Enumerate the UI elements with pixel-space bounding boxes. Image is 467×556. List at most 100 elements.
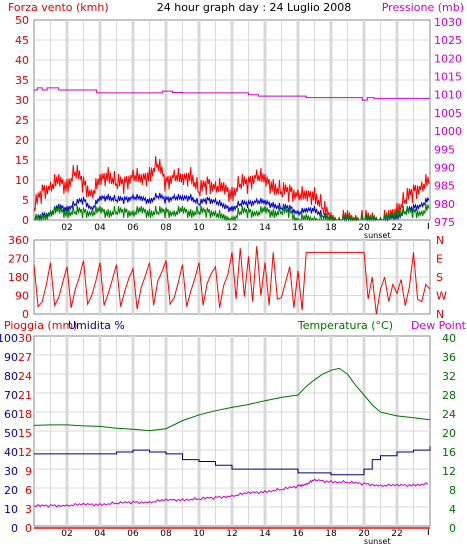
- p1-pressure-y-tick: 985: [434, 180, 455, 193]
- p3-x-tick-label: 16: [292, 529, 304, 539]
- p1-x-tick-label: 02: [61, 223, 72, 233]
- p1-wind-y-tick: 35: [15, 74, 29, 87]
- p1-pressure-y-tick: 975: [434, 216, 455, 229]
- p3-rain-y-tick: 6: [25, 484, 32, 497]
- p2-compass-label: E: [436, 253, 443, 266]
- p3-humidity-y-tick: 0: [11, 522, 18, 535]
- p3-rain-y-tick: 27: [18, 351, 32, 364]
- p3-temperature-y-tick: 12: [442, 465, 456, 478]
- p1-pressure-y-tick: 1015: [434, 71, 462, 84]
- p3-rain-y-tick: 18: [18, 408, 32, 421]
- temperature-title: Temperatura (°C): [297, 319, 393, 332]
- p2-direction-y-tick: 360: [8, 234, 29, 247]
- pressure-title: Pressione (mb): [382, 1, 464, 14]
- wind-title: Forza vento (kmh): [8, 1, 109, 14]
- p3-humidity-y-tick: 40: [4, 446, 18, 459]
- p1-wind-y-tick: 50: [15, 14, 29, 27]
- p1-x-tick-label: 08: [160, 223, 172, 233]
- p2-compass-label: N: [436, 308, 444, 321]
- p3-rain-y-tick: 0: [25, 522, 32, 535]
- p3-humidity-y-tick: 60: [4, 408, 18, 421]
- p1-wind-y-tick: 20: [15, 134, 29, 147]
- p3-rain-y-tick: 12: [18, 446, 32, 459]
- p3-temperature-y-tick: 36: [442, 351, 456, 364]
- p2-direction-y-tick: 270: [8, 253, 29, 266]
- p3-rain-y-tick: 15: [18, 427, 32, 440]
- p2-direction-y-tick: 90: [15, 290, 29, 303]
- dewpoint-title: Dew Point: [411, 319, 467, 332]
- p3-humidity-y-tick: 20: [4, 484, 18, 497]
- humidity-title: Umidita %: [68, 319, 125, 332]
- p3-humidity-y-tick: 80: [4, 370, 18, 383]
- p2-direction-y-tick: 180: [8, 271, 29, 284]
- p3-temperature-y-tick: 0: [449, 522, 456, 535]
- p3-humidity-y-tick: 100: [0, 332, 18, 345]
- p2-compass-label: S: [436, 271, 443, 284]
- p3-rain-y-tick: 24: [18, 370, 32, 383]
- humidity-line: [34, 446, 431, 476]
- p1-x-tick-label: 14: [259, 223, 271, 233]
- p1-pressure-y-tick: 990: [434, 161, 455, 174]
- p1-x-tick-label: 04: [94, 223, 106, 233]
- p3-humidity-y-tick: 50: [4, 427, 18, 440]
- p1-wind-y-tick: 25: [15, 114, 29, 127]
- p3-rain-y-tick: 30: [18, 332, 32, 345]
- p1-pressure-y-tick: 1030: [434, 16, 462, 29]
- p1-x-tick-label: 18: [325, 223, 337, 233]
- p1-sunset-label: sunset: [364, 231, 391, 240]
- p3-humidity-y-tick: 70: [4, 389, 18, 402]
- p2-compass-label: N: [436, 234, 444, 247]
- p1-pressure-y-tick: 1000: [434, 125, 462, 138]
- p3-x-tick-label: 08: [160, 529, 172, 539]
- p1-x-tick-label: 16: [292, 223, 304, 233]
- p3-x-tick-label: 22: [391, 529, 402, 539]
- p1-x-tick-label: 10: [193, 223, 205, 233]
- p3-humidity-y-tick: 30: [4, 465, 18, 478]
- temperature-line: [33, 367, 431, 432]
- p1-pressure-y-tick: 1025: [434, 34, 462, 47]
- p3-temperature-y-tick: 32: [442, 370, 456, 383]
- pressure-line: [34, 87, 430, 101]
- p1-x-tick-label: 22: [391, 223, 402, 233]
- p1-wind-y-tick: 30: [15, 94, 29, 107]
- p3-rain-y-tick: 3: [25, 503, 32, 516]
- dew-point-line: [33, 478, 429, 508]
- p3-rain-y-tick: 21: [18, 389, 32, 402]
- p1-x-tick-label: 12: [226, 223, 237, 233]
- p3-temperature-y-tick: 4: [449, 503, 456, 516]
- p3-temperature-y-tick: 16: [442, 446, 456, 459]
- p1-wind-y-tick: 0: [22, 214, 29, 227]
- p3-x-tick-label: 02: [61, 529, 72, 539]
- p3-x-tick-label: 10: [193, 529, 205, 539]
- rain-title: Pioggia (mm): [4, 319, 77, 332]
- p2-compass-label: W: [436, 290, 447, 303]
- p1-pressure-y-tick: 1010: [434, 89, 462, 102]
- p3-x-tick-label: 18: [325, 529, 337, 539]
- p3-x-tick-label: 12: [226, 529, 237, 539]
- p1-pressure-y-tick: 1005: [434, 107, 462, 120]
- wind-direction-line: [33, 246, 431, 315]
- p3-x-tick-label: 06: [127, 529, 139, 539]
- p1-pressure-y-tick: 980: [434, 198, 455, 211]
- p1-wind-y-tick: 15: [15, 154, 29, 167]
- p3-rain-y-tick: 9: [25, 465, 32, 478]
- p3-humidity-y-tick: 10: [4, 503, 18, 516]
- p3-x-tick-label: 04: [94, 529, 106, 539]
- p3-temperature-y-tick: 8: [449, 484, 456, 497]
- p1-wind-y-tick: 10: [15, 174, 29, 187]
- wind-average-line: [34, 203, 430, 222]
- p3-x-tick-label: 14: [259, 529, 271, 539]
- p3-humidity-y-tick: 90: [4, 351, 18, 364]
- p3-sunset-label: sunset: [364, 537, 391, 546]
- p3-x-tick-label: 20: [358, 529, 370, 539]
- p1-wind-y-tick: 40: [15, 54, 29, 67]
- p3-temperature-y-tick: 28: [442, 389, 456, 402]
- p1-pressure-y-tick: 1020: [434, 52, 462, 65]
- p2-direction-y-tick: 0: [22, 308, 29, 321]
- p3-temperature-y-tick: 40: [442, 332, 456, 345]
- p3-temperature-y-tick: 24: [442, 408, 456, 421]
- temp-humidity-panel: 0369121518212427300102030405060708090100…: [0, 332, 456, 546]
